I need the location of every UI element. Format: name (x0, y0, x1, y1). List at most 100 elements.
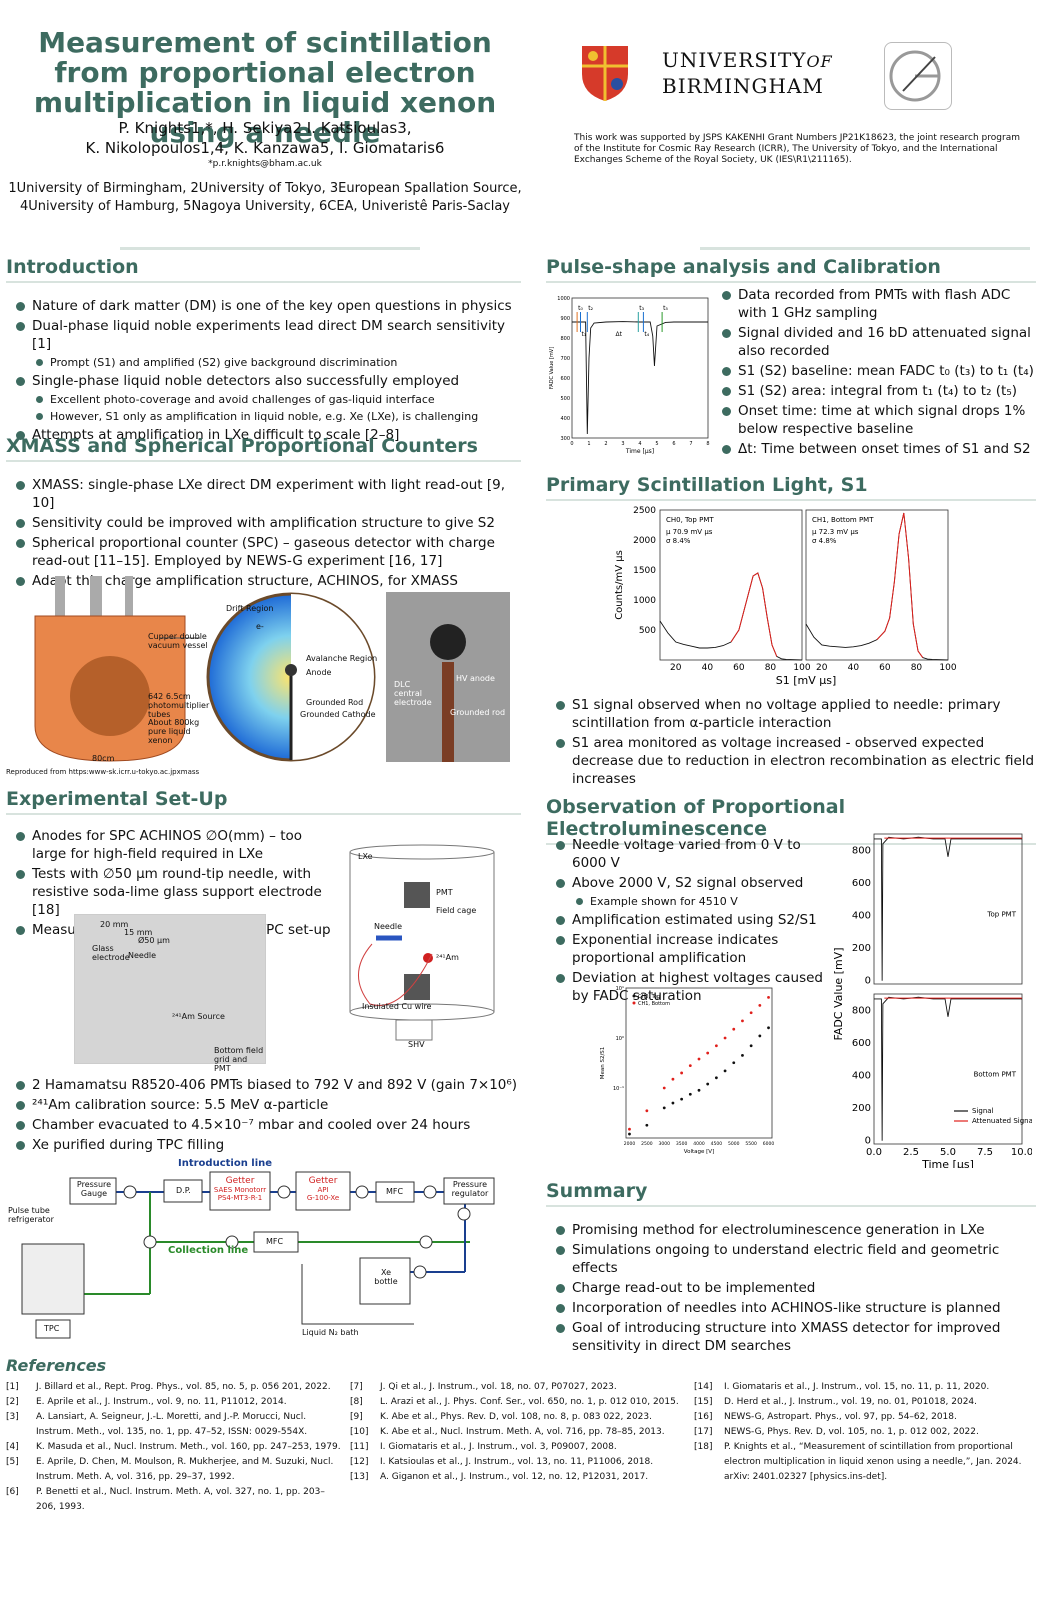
reference-text: L. Arazi et al., J. Phys. Conf. Ser., vo… (380, 1397, 679, 1407)
data-point (697, 1057, 701, 1061)
y-tick-label: 400 (852, 1071, 871, 1082)
text: PS4-MT3-R-1 (217, 1194, 263, 1202)
uob-crest-icon (580, 44, 630, 102)
reference-text: D. Herd et al., J. Instrum., vol. 19, no… (724, 1397, 978, 1407)
legend-marker (632, 1001, 636, 1005)
data-point (671, 1101, 675, 1105)
university-wordmark: UNIVERSITYOF BIRMINGHAM (662, 48, 833, 98)
reference-item: [9] K. Abe et al., Phys. Rev. D, vol. 108… (350, 1410, 680, 1425)
reference-text: A. Giganon et al., J. Instrum., vol. 12,… (380, 1472, 649, 1482)
fig-label: DLC central electrode (394, 680, 432, 707)
list-item: ²⁴¹Am calibration source: 5.5 MeV α-part… (6, 1096, 521, 1114)
y-tick-label: 200 (852, 1103, 871, 1114)
plot-frame (571, 297, 709, 439)
x-tick-label: 5000 (728, 1141, 740, 1147)
getter-1-label: Getter SAES Monotorr PS4-MT3-R-1 (210, 1176, 270, 1202)
text: Pressure (76, 1180, 112, 1189)
signal-line (874, 996, 1022, 1141)
fig-label: Grounded Cathode (300, 710, 376, 719)
plot-frame (805, 509, 949, 661)
time-marker-label: t₁ (582, 331, 587, 338)
reference-item: [15] D. Herd et al., J. Instrum., vol. 19… (694, 1395, 1034, 1410)
time-marker-label: t₂ (588, 305, 593, 312)
panel-sigma: σ 4.8% (812, 537, 837, 545)
reference-item: [8] L. Arazi et al., J. Phys. Conf. Ser.,… (350, 1395, 680, 1410)
reference-item: [2] E. Aprile et al., J. Instrum., vol. 9… (6, 1395, 342, 1410)
list-item: Spherical proportional counter (SPC) – g… (6, 534, 521, 570)
reference-text: K. Abe et al., Phys. Rev. D, vol. 108, n… (380, 1412, 652, 1422)
y-tick-label: 800 (560, 336, 570, 342)
section-title: Summary (546, 1180, 1036, 1207)
data-point (714, 1044, 718, 1048)
panel-label: Top PMT (986, 911, 1016, 919)
text: regulator (451, 1189, 489, 1198)
s1-section: Primary Scintillation Light, S1 (546, 474, 1036, 501)
data-point (732, 1061, 736, 1065)
section-title: Primary Scintillation Light, S1 (546, 474, 1036, 501)
refs-col-1: [1] J. Billard et al., Rept. Prog. Phys.,… (6, 1380, 342, 1515)
fit-line (730, 572, 778, 657)
y-tick-label: 700 (560, 356, 570, 362)
uni-line-1: UNIVERSITY (662, 48, 807, 72)
setup-photo (74, 914, 266, 1064)
reference-text: P. Knights et al., “Measurement of scint… (724, 1442, 1022, 1482)
fig-label: e- (256, 622, 264, 631)
section-title: XMASS and Spherical Proportional Counter… (6, 435, 521, 462)
histogram-line (659, 572, 803, 661)
y-tick-label: 600 (852, 878, 871, 889)
x-tick-label: 1 (587, 441, 590, 447)
list-item: S1 signal observed when no voltage appli… (546, 696, 1036, 732)
x-tick-label: 6 (672, 441, 675, 447)
reference-number: [11] (350, 1442, 369, 1452)
data-point (680, 1071, 684, 1075)
x-tick-label: 4500 (711, 1141, 723, 1147)
introduction-section: Introduction Nature of dark matter (DM) … (6, 256, 521, 446)
affiliations: 1University of Birmingham, 2University o… (0, 180, 530, 216)
y-tick-label: 500 (560, 396, 570, 402)
reference-number: [7] (350, 1382, 363, 1392)
el-section: Observation of Proportional Electrolumin… (546, 796, 1036, 845)
tpc-schematic (342, 844, 502, 1044)
mfc-label: MFC (386, 1187, 404, 1196)
reference-item: [5] E. Aprile, D. Chen, M. Moulson, R. Mu… (6, 1455, 342, 1485)
mfc-2-label: MFC (266, 1237, 284, 1246)
data-point (645, 1123, 649, 1127)
intro-line-label: Introduction line (178, 1158, 273, 1169)
data-point (662, 1106, 666, 1110)
x-tick-label: 60 (879, 663, 891, 673)
tpc-label: Insulated Cu wire (362, 1002, 432, 1011)
y-tick-label: 1000 (633, 596, 656, 606)
refs-col-3: [14] I. Giomataris et al., J. Instrum., v… (694, 1380, 1034, 1485)
summary-section: Summary Promising method for electrolumi… (546, 1180, 1036, 1357)
pulse-section: Pulse-shape analysis and Calibration (546, 256, 1036, 283)
list-item: Needle voltage varied from 0 V to 6000 V (546, 836, 836, 872)
x-tick-label: 100 (939, 663, 956, 673)
time-marker-label: t₀ (578, 305, 583, 312)
x-tick-label: 0 (570, 441, 573, 447)
s1-chart: CH0, Top PMT μ 70.9 mV μsσ 8.4% 20 40 60 80 10… (614, 506, 957, 687)
reference-number: [10] (350, 1427, 369, 1437)
y-tick-label: 800 (852, 1005, 871, 1016)
list-item: Excellent photo-coverage and avoid chall… (6, 392, 521, 407)
list-item: S1 area monitored as voltage increased -… (546, 734, 1036, 788)
data-point (697, 1088, 701, 1092)
fig-label: Cupper double vacuum vessel (148, 632, 208, 650)
xe-bottle-label: Xe bottle (372, 1268, 400, 1286)
x-tick-label: 60 (733, 663, 745, 673)
x-tick-label: 20 (670, 663, 682, 673)
tpc-label: Field cage (436, 906, 477, 915)
y-tick-label: 10⁰ (616, 1036, 624, 1042)
list-item: 2 Hamamatsu R8520-406 PMTs biased to 792… (6, 1076, 521, 1094)
data-point (688, 1064, 692, 1068)
text: refrigerator (8, 1215, 54, 1224)
photo-label: Glass electrode (92, 944, 130, 962)
reference-item: [12] I. Katsioulas et al., J. Instrum., v… (350, 1455, 680, 1470)
data-point (706, 1051, 710, 1055)
achinos-photo (386, 592, 510, 762)
x-tick-label: 40 (702, 663, 714, 673)
section-title: Experimental Set-Up (6, 788, 521, 815)
regulator-label: Pressure regulator (446, 1180, 494, 1198)
funding-note: This work was supported by JSPS KAKENHI … (574, 133, 1020, 165)
author-list: P. Knights1,*, H. Sekiya2 I. Katsioulas3… (0, 118, 530, 170)
photo-label: ²⁴¹Am Source (172, 1012, 225, 1021)
